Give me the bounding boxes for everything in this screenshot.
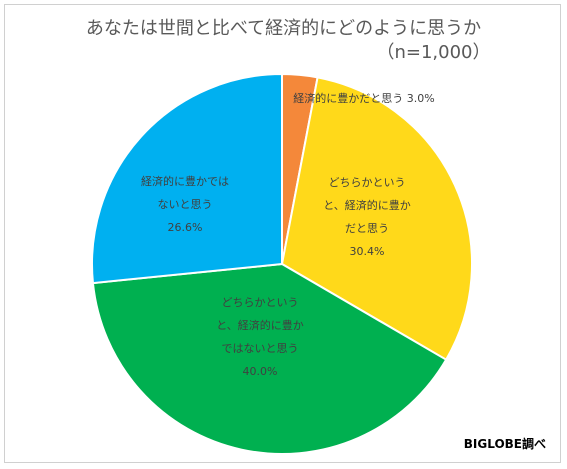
slice-label-text: と、経済的に豊か	[323, 198, 411, 212]
slice-label-text: 40.0%	[243, 365, 278, 378]
slice-label-text: 経済的に豊かだと思う 3.0%	[293, 91, 434, 105]
chart-title: あなたは世間と比べて経済的にどのように思うか （n=1,000）	[5, 17, 562, 65]
pie-chart: 経済的に豊かだと思う 3.0%どちらかというと、経済的に豊かだと思う30.4%ど…	[91, 72, 473, 455]
slice-label-text: 26.6%	[168, 221, 203, 234]
slice-label-text: ではないと思う	[222, 342, 299, 355]
slice-label-text: どちらかという	[329, 176, 406, 189]
chart-title-line2: （n=1,000）	[376, 42, 491, 63]
source-note: BIGLOBE調べ	[463, 437, 546, 451]
pie-slice-4	[91, 72, 283, 285]
slice-label-text: 経済的に豊かでは	[141, 174, 229, 188]
chart-frame: あなたは世間と比べて経済的にどのように思うか （n=1,000） 経済的に豊かだ…	[4, 4, 561, 463]
slice-label-text: 30.4%	[350, 245, 385, 258]
slice-label-text: と、経済的に豊か	[216, 318, 304, 332]
slice-label-text: だと思う	[345, 222, 389, 235]
pie-slice-3	[91, 262, 448, 455]
pie-slice-2	[280, 76, 473, 362]
slice-label-text: どちらかという	[222, 296, 299, 309]
slice-label-text: ないと思う	[158, 198, 213, 211]
slice-label-1: 経済的に豊かだと思う 3.0%	[293, 91, 434, 105]
chart-title-line1: あなたは世間と比べて経済的にどのように思うか	[85, 18, 482, 39]
